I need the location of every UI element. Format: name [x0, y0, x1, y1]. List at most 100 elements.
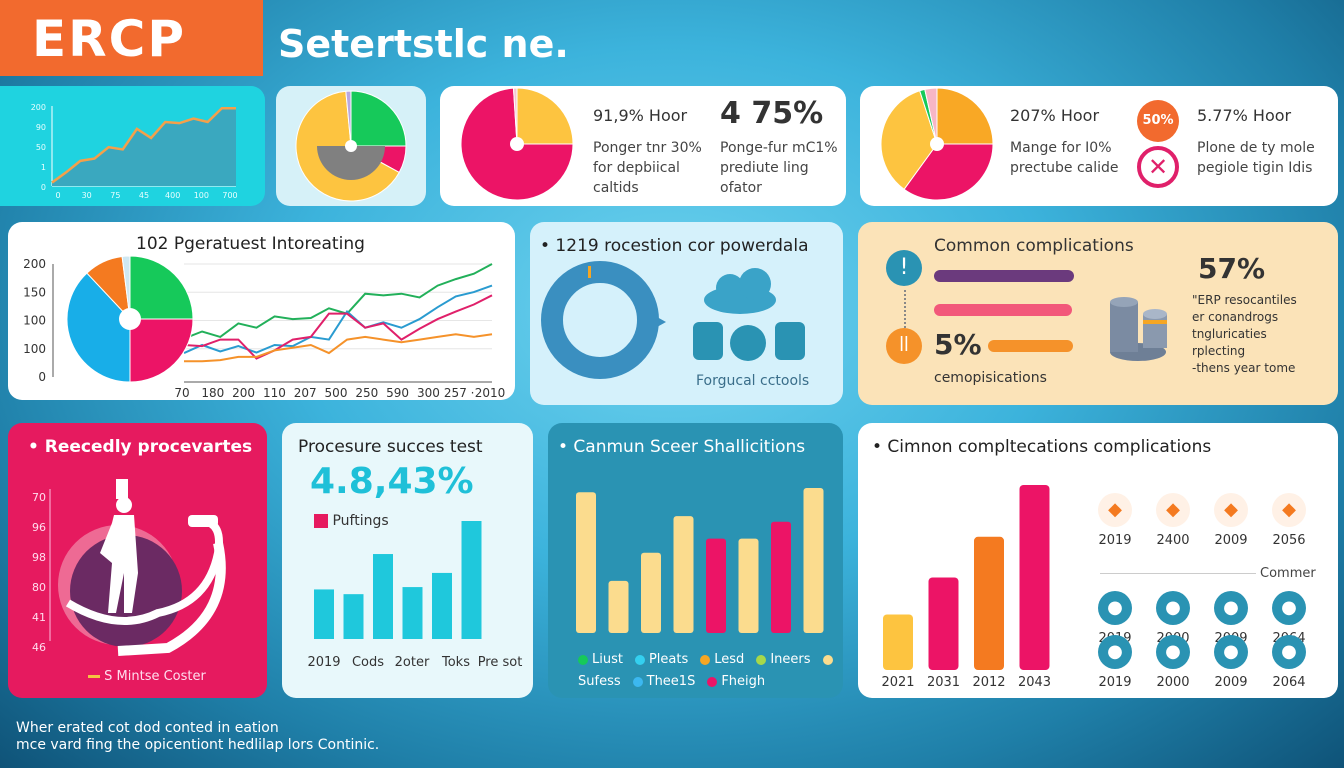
y-tick: 0 — [41, 183, 46, 192]
line-series — [183, 284, 493, 355]
complications-panel: Common complications ! ꟾꟾ 5% cemopisicat… — [858, 222, 1338, 405]
panel-title: • Cimnon compltecations complications — [872, 437, 1212, 457]
alert-icon: ! — [886, 250, 922, 286]
y-tick: 98 — [32, 551, 46, 564]
bar — [883, 614, 913, 670]
legend-dot — [634, 654, 645, 665]
legend: S Mintse Coster — [88, 669, 206, 684]
x-tick: 200 — [232, 386, 255, 400]
pie-slice — [345, 90, 352, 147]
organ-icon: ꟾꟾ — [886, 328, 922, 364]
panel-title: 102 Pgeratuest Intoreating — [136, 234, 365, 254]
bar — [974, 536, 1004, 670]
endoscope-tube — [65, 517, 223, 625]
bar — [803, 488, 824, 633]
legend-label: S Mintse Coster — [104, 669, 206, 684]
pie-slice — [512, 87, 518, 145]
pie-slice — [66, 272, 131, 383]
donut-ring — [541, 261, 659, 379]
chart-icon: ◆ — [1272, 493, 1306, 527]
x-tick: 250 — [355, 386, 378, 400]
pie-chart — [295, 90, 407, 202]
doctor-icon: ● — [1272, 635, 1306, 669]
bar — [402, 587, 423, 639]
bar — [771, 521, 791, 633]
stat-desc: Ponge-fur mC1% — [720, 140, 838, 156]
icon-label: 2019 — [1098, 675, 1132, 690]
x-label: 2031 — [927, 675, 960, 690]
pie-center — [119, 308, 141, 330]
icon-item: ◆ 2056 — [1264, 493, 1314, 548]
legend-label: Pleats — [648, 652, 689, 667]
coins-icon — [1110, 297, 1167, 361]
stat-desc: for depbiical — [593, 160, 680, 176]
icon-label: 2064 — [1272, 675, 1306, 690]
bars-icons-panel: • Cimnon compltecations complications 20… — [858, 423, 1338, 698]
percent-small: 5% — [934, 328, 982, 361]
bar — [432, 572, 452, 639]
line-series — [184, 333, 493, 363]
leaf-icon: ● — [1156, 635, 1190, 669]
x-tick: 207 — [294, 386, 317, 400]
scope-handle — [188, 515, 218, 527]
legend-label: Ineers — [770, 652, 811, 667]
pie-slice — [121, 255, 131, 320]
pointer-arrow — [648, 312, 666, 332]
pie-slice — [880, 90, 938, 191]
icon-label: 2009 — [1214, 675, 1248, 690]
label: cemopisications — [934, 370, 1047, 386]
footer-line: mce vard fing the opicentiont hedlilap l… — [16, 737, 380, 753]
panel-title: • 1219 rocestion cor powerdala — [540, 236, 809, 256]
icon-label: 2000 — [1156, 675, 1190, 690]
icon-item: ◆ 2009 — [1206, 493, 1256, 548]
clinic-icon: ● — [1214, 591, 1248, 625]
icon-item: ◆ 2400 — [1148, 493, 1198, 548]
bar-chart: 2019 Cods 2oter Toks Pre sot — [307, 521, 523, 670]
cross-icon: ✕ — [1137, 146, 1179, 188]
icon-item: ● 2009 — [1206, 635, 1256, 690]
legend-item: Lesd — [700, 652, 744, 667]
bar — [1019, 485, 1050, 670]
icon-label: 2009 — [1214, 533, 1248, 548]
y-tick: 200 — [23, 257, 46, 271]
x-label: 2012 — [972, 675, 1005, 690]
app-title: ERCP — [0, 0, 263, 76]
icon-item: ●2019 — [1090, 591, 1140, 646]
location-icon: ● — [1098, 591, 1132, 625]
x-tick: 100 — [194, 191, 209, 200]
x-tick: 70 — [174, 386, 189, 400]
x-label: 2019 — [307, 655, 340, 670]
bar-chart: 2021 2031 2012 2043 — [881, 485, 1051, 690]
recent-procedures-panel: • Reecedly procevartes 70 96 98 80 41 46… — [8, 423, 267, 698]
success-panel: Procesure succes test 4.8,43% Puftings 2… — [282, 423, 533, 698]
x-tick: 180 — [201, 386, 224, 400]
legend-item: Fheigh — [707, 674, 765, 689]
icon-item: ◆ 2019 — [1090, 493, 1140, 548]
bar — [928, 577, 959, 670]
stat-label: 207% Hoor — [1010, 106, 1100, 125]
legend: Puftings — [314, 513, 389, 529]
bar — [373, 554, 393, 639]
x-label: Pre sot — [478, 655, 523, 670]
y-tick: 70 — [32, 491, 46, 504]
stat-desc: pegiole tigin Idis — [1197, 160, 1313, 176]
footer-note: Wher erated cot dod conted in eation mce… — [16, 720, 379, 754]
monitor-icon: ● — [1272, 591, 1306, 625]
pie-center — [345, 140, 357, 152]
legend-item: Pleats — [634, 652, 689, 667]
x-label: Toks — [441, 655, 470, 670]
x-tick: 700 — [222, 191, 237, 200]
pie-chart — [880, 87, 994, 201]
panel-title: • Reecedly procevartes — [28, 437, 253, 457]
pie-slice — [350, 90, 407, 147]
complication-bar — [934, 304, 1072, 316]
pie-slice — [129, 255, 194, 320]
x-tick: 30 — [82, 191, 92, 200]
stats-panel-1: 91,9% Hoor Ponger tnr 30% for depbiical … — [440, 86, 846, 206]
y-tick: 96 — [32, 521, 46, 534]
stats-panel-2: 207% Hoor Mange for I0% prectube calide … — [860, 86, 1338, 206]
legend-dot — [700, 654, 711, 665]
legend-dot — [822, 654, 833, 665]
pie-center — [510, 137, 524, 151]
legend-swatch — [88, 675, 100, 678]
